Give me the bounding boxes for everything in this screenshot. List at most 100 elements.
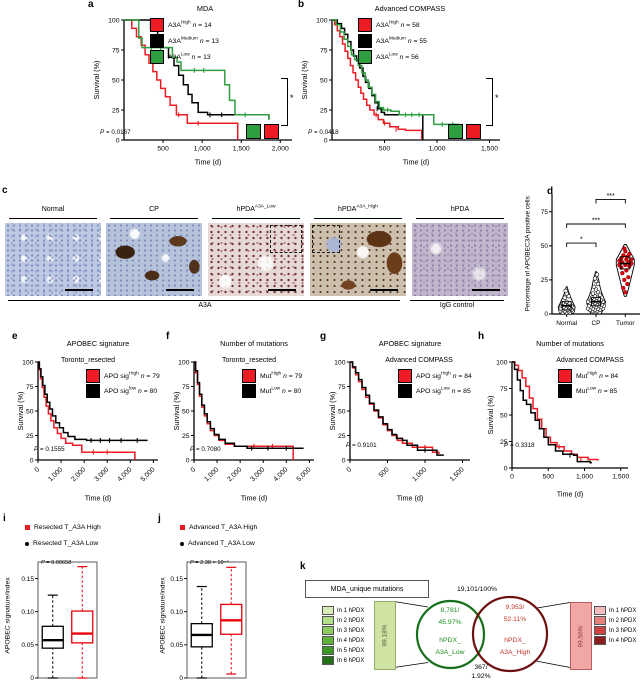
svg-text:50: 50 — [500, 412, 508, 419]
panel-h-subtitle: Advanced COMPASS — [556, 357, 624, 364]
svg-text:0: 0 — [544, 311, 548, 318]
legend-item: APO sigHigh n = 79 — [86, 369, 160, 383]
venn-right-name2: A3A_High — [499, 649, 531, 656]
legend-swatch — [150, 34, 164, 48]
legend-item: Advanced T_A3A High — [180, 524, 257, 531]
venn-total-label: 19,101/100% — [456, 586, 498, 593]
svg-text:1,000: 1,000 — [194, 146, 211, 153]
svg-text:1,000: 1,000 — [411, 466, 428, 483]
svg-text:4,000: 4,000 — [117, 466, 134, 483]
svg-text:75: 75 — [182, 384, 190, 391]
legend-item: APO sigLow n = 85 — [398, 384, 471, 398]
svg-text:Time (d): Time (d) — [241, 494, 268, 503]
svg-text:1,500: 1,500 — [449, 466, 466, 483]
svg-text:50: 50 — [112, 77, 120, 84]
svg-text:100: 100 — [334, 359, 346, 366]
panel-letter-j: j — [158, 513, 161, 524]
label-underline — [110, 218, 198, 219]
svg-text:25: 25 — [500, 439, 508, 446]
legend-swatch — [322, 636, 334, 645]
svg-text:Survival (%): Survival (%) — [92, 61, 101, 100]
svg-text:25: 25 — [541, 277, 549, 284]
svg-text:25: 25 — [182, 433, 190, 440]
scale-bar — [370, 288, 398, 291]
svg-text:5,000: 5,000 — [140, 466, 157, 483]
legend-item: A3AMedium n = 55 — [358, 34, 427, 48]
inset-box — [312, 225, 340, 253]
panel-letter-c: c — [2, 185, 8, 196]
significance-star: * — [290, 93, 294, 103]
svg-text:75: 75 — [338, 384, 346, 391]
legend-marker-square — [25, 525, 30, 530]
svg-text:0.05: 0.05 — [21, 642, 34, 649]
legend-swatch — [150, 50, 164, 64]
legend-item: A3AHigh n = 58 — [358, 18, 420, 32]
venn-left-bar: 99.18% — [374, 601, 396, 670]
scale-bar — [166, 288, 194, 291]
image-label: hPDAA3A_Low — [236, 204, 276, 213]
svg-text:75: 75 — [320, 47, 328, 54]
k-legend-item: In 2 hPDX — [322, 616, 364, 625]
svg-text:0: 0 — [30, 457, 34, 464]
svg-text:2,000: 2,000 — [70, 466, 87, 483]
comparison-square-green — [448, 124, 463, 139]
venn-diagram — [393, 595, 571, 673]
venn-intersection-pct: 1.92% — [471, 673, 491, 680]
legend-swatch — [558, 384, 572, 398]
svg-text:*: * — [580, 237, 583, 244]
legend-item: A3ALow n = 56 — [358, 50, 419, 64]
svg-text:50: 50 — [320, 77, 328, 84]
k-legend-item: In 4 hPDX — [594, 636, 636, 645]
legend-item: Resected T_A3A Low — [25, 540, 98, 547]
svg-text:Survival (%): Survival (%) — [300, 61, 309, 100]
connector-line — [393, 662, 429, 668]
venn-right-pct: 52.11% — [503, 616, 527, 623]
inset-box — [270, 225, 302, 253]
legend-swatch — [594, 636, 606, 645]
histology-image-hpda-igg — [412, 223, 508, 296]
a3a-group-line — [8, 300, 400, 301]
box-plot-i: 0 0.05 0.10 0.15 — [21, 561, 98, 682]
svg-text:25: 25 — [320, 107, 328, 114]
svg-text:Survival (%): Survival (%) — [172, 392, 181, 431]
box-plot-j: 0 0.05 0.10 0.15 — [170, 561, 247, 682]
svg-text:Time (d): Time (d) — [403, 158, 430, 167]
panel-d-ylabel: Percentage of APOBEC3A positive cells — [524, 196, 532, 312]
svg-text:0: 0 — [504, 465, 508, 472]
igg-group-line — [410, 300, 504, 301]
panel-g-title: APOBEC signature — [378, 339, 442, 348]
p-value: P = 2.38 × 10⁻⁴ — [190, 560, 229, 566]
svg-text:75: 75 — [26, 384, 34, 391]
p-value: P = 0.9101 — [346, 442, 377, 449]
legend-swatch — [322, 646, 334, 655]
svg-text:0: 0 — [116, 137, 120, 144]
label-underline — [212, 218, 300, 219]
km-plot-h: 0 25 50 75 100 0 500 1,000 1,500 Time (d) Survival… — [486, 359, 629, 498]
significance-star: * — [495, 93, 499, 103]
svg-text:100: 100 — [316, 17, 328, 24]
legend-swatch — [594, 606, 606, 615]
legend-swatch — [86, 369, 100, 383]
svg-text:Time (d): Time (d) — [85, 494, 112, 503]
svg-text:0: 0 — [186, 457, 190, 464]
svg-text:50: 50 — [541, 243, 549, 250]
svg-text:CP: CP — [591, 320, 600, 327]
connector-line — [535, 660, 571, 668]
svg-text:Normal: Normal — [556, 320, 578, 327]
scale-bar — [472, 288, 500, 291]
legend-item: Resected T_A3A High — [25, 524, 101, 531]
km-plot-f: 0 25 50 75 100 0 1,000 2,000 3,000 4,000 5,000 Time… — [172, 359, 314, 503]
k-legend-item: In 1 hPDX — [594, 606, 636, 615]
legend-swatch — [594, 616, 606, 625]
panel-letter-b: b — [298, 0, 305, 10]
legend-item: MutLow n = 80 — [242, 384, 301, 398]
svg-text:0.10: 0.10 — [21, 609, 34, 616]
comparison-square-red — [264, 124, 279, 139]
legend-item: MutHigh n = 84 — [558, 369, 618, 383]
legend-item: Advanced T_A3A Low — [180, 540, 255, 547]
k-legend-item: In 6 hPDX — [322, 656, 364, 665]
legend-item: A3ALow n = 13 — [150, 50, 211, 64]
legend-swatch — [322, 616, 334, 625]
image-label: hPDA — [450, 206, 470, 213]
